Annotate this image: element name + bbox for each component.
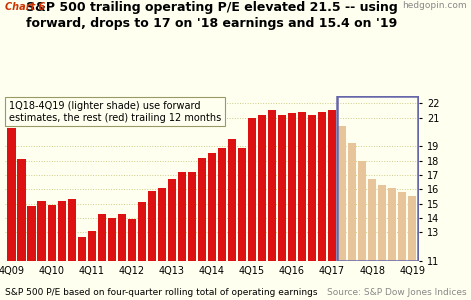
- Bar: [187, 172, 196, 300]
- Text: 1Q18-4Q19 (lighter shade) use forward
estimates, the rest (red) trailing 12 mont: 1Q18-4Q19 (lighter shade) use forward es…: [9, 101, 221, 122]
- Bar: [147, 191, 156, 300]
- Bar: [338, 126, 346, 300]
- Bar: [88, 231, 96, 300]
- Bar: [67, 199, 76, 300]
- Bar: [97, 214, 106, 300]
- Text: Source: S&P Dow Jones Indices: Source: S&P Dow Jones Indices: [327, 288, 466, 297]
- Bar: [248, 118, 256, 300]
- Bar: [298, 112, 306, 300]
- Bar: [178, 172, 186, 300]
- Bar: [258, 115, 266, 300]
- Bar: [118, 214, 126, 300]
- Bar: [17, 159, 26, 300]
- Bar: [128, 219, 136, 300]
- Bar: [227, 139, 236, 300]
- Bar: [408, 196, 416, 300]
- Bar: [38, 201, 46, 300]
- Bar: [27, 206, 36, 300]
- Text: S&P 500 P/E based on four-quarter rolling total of operating earnings: S&P 500 P/E based on four-quarter rollin…: [5, 288, 317, 297]
- Bar: [48, 205, 56, 300]
- Text: S&P 500 trailing operating P/E elevated 21.5 -- using
forward, drops to 17 on '1: S&P 500 trailing operating P/E elevated …: [26, 2, 398, 29]
- Bar: [328, 110, 336, 300]
- Bar: [388, 188, 397, 300]
- Text: hedgopin.com: hedgopin.com: [402, 2, 466, 10]
- Bar: [8, 128, 16, 300]
- Bar: [318, 112, 326, 300]
- Bar: [268, 110, 276, 300]
- Bar: [238, 148, 246, 300]
- Bar: [398, 192, 406, 300]
- Bar: [348, 143, 357, 300]
- Text: Chart 6: Chart 6: [5, 2, 45, 11]
- Bar: [57, 201, 66, 300]
- Bar: [378, 185, 386, 300]
- Bar: [368, 179, 376, 300]
- Bar: [288, 113, 296, 300]
- Bar: [308, 115, 317, 300]
- Bar: [78, 237, 86, 300]
- Bar: [358, 160, 366, 300]
- Bar: [168, 179, 176, 300]
- Bar: [218, 148, 226, 300]
- Bar: [158, 188, 166, 300]
- Bar: [208, 153, 216, 300]
- Bar: [198, 158, 206, 300]
- Bar: [138, 202, 146, 300]
- Bar: [278, 115, 286, 300]
- Bar: [337, 96, 418, 261]
- Bar: [107, 218, 116, 300]
